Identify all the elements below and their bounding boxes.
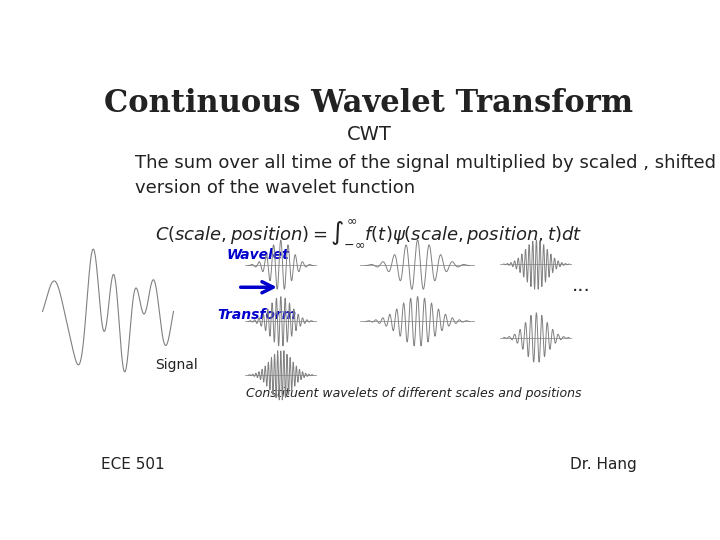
Text: Wavelet: Wavelet <box>226 248 289 262</box>
Text: Continuous Wavelet Transform: Continuous Wavelet Transform <box>104 87 634 119</box>
Text: ECE 501: ECE 501 <box>101 457 165 472</box>
Text: Transform: Transform <box>217 308 297 322</box>
Text: CWT: CWT <box>346 125 392 144</box>
Text: $C(scale, position) = \int_{-\infty}^{\infty} f(t)\psi(scale, position, t)dt$: $C(scale, position) = \int_{-\infty}^{\i… <box>156 217 582 248</box>
Text: ...: ... <box>572 276 590 295</box>
Text: The sum over all time of the signal multiplied by scaled , shifted
version of th: The sum over all time of the signal mult… <box>135 154 716 197</box>
Text: Dr. Hang: Dr. Hang <box>570 457 637 472</box>
Text: Signal: Signal <box>155 358 198 372</box>
Text: Constituent wavelets of different scales and positions: Constituent wavelets of different scales… <box>246 387 581 400</box>
